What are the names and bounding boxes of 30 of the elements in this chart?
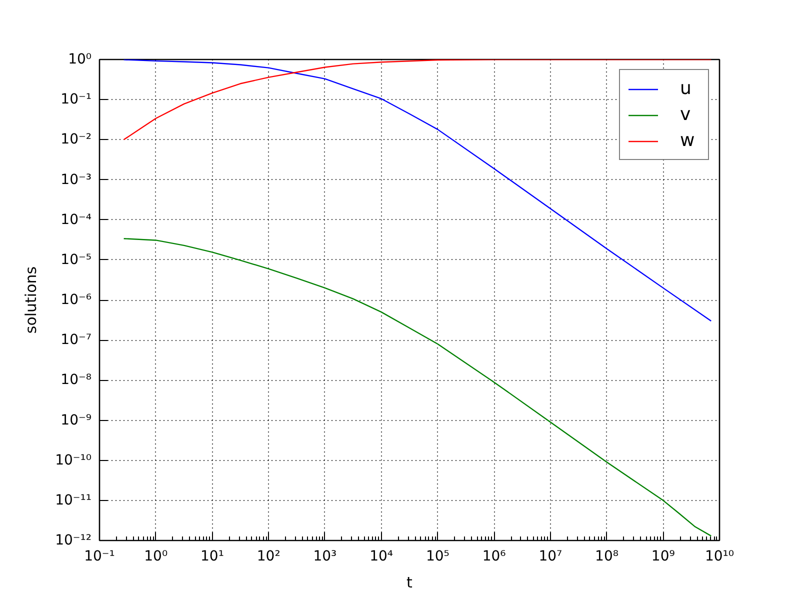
- x-tick-label: 10⁶: [482, 548, 506, 564]
- y-tick-label: 10⁻⁴: [60, 212, 92, 228]
- y-tick-label: 10⁻⁹: [60, 412, 92, 428]
- y-tick-label: 10⁻¹: [60, 92, 92, 108]
- y-tick-label: 10⁰: [68, 52, 92, 68]
- y-tick-label: 10⁻²: [60, 132, 92, 148]
- x-tick-label: 10⁸: [595, 548, 619, 564]
- x-tick-label: 10⁹: [651, 548, 676, 564]
- x-tick-label: 10⁵: [426, 548, 450, 564]
- y-axis-title: solutions: [22, 266, 40, 334]
- y-tick-label: 10⁻¹²: [55, 532, 92, 548]
- x-tick-label: 10²: [256, 548, 280, 564]
- y-tick-label: 10⁻⁶: [60, 292, 92, 308]
- y-tick-label: 10⁻¹¹: [55, 492, 92, 508]
- y-tick-label: 10⁻³: [60, 172, 92, 188]
- legend-label: v: [680, 104, 692, 125]
- x-tick-label: 10¹: [200, 548, 224, 564]
- legend-label: u: [680, 78, 692, 99]
- y-tick-label: 10⁻⁵: [60, 252, 92, 268]
- x-tick-label: 10³: [313, 548, 337, 564]
- y-tick-label: 10⁻¹⁰: [55, 452, 92, 468]
- legend-label: w: [680, 130, 696, 151]
- x-tick-label: 10¹⁰: [704, 548, 734, 564]
- y-tick-label: 10⁻⁷: [60, 332, 92, 348]
- x-tick-label: 10⁴: [370, 548, 394, 564]
- x-tick-label: 10⁷: [538, 548, 562, 564]
- x-axis-title: t: [406, 574, 413, 592]
- y-tick-label: 10⁻⁸: [60, 372, 92, 388]
- x-tick-label: 10⁰: [144, 548, 168, 564]
- x-tick-label: 10⁻¹: [84, 548, 115, 564]
